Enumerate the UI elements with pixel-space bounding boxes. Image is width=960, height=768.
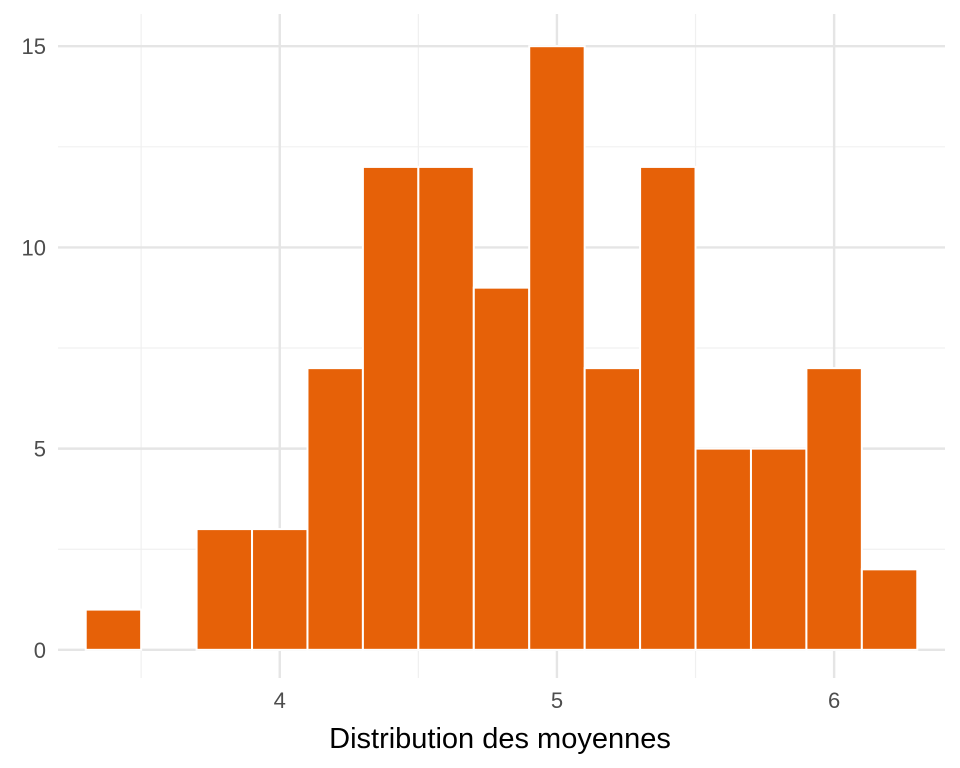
histogram-bars [84, 45, 919, 651]
y-tick-label-1: 5 [34, 437, 46, 462]
histogram-bar-2 [195, 528, 254, 651]
histogram-bar-10 [639, 165, 697, 651]
y-tick-label-3: 15 [22, 34, 46, 59]
histogram-bar-0 [84, 608, 143, 651]
x-tick-label-1: 5 [551, 688, 563, 713]
y-tick-label-0: 0 [34, 638, 46, 663]
x-tick-labels: 4 5 6 [274, 688, 841, 713]
x-tick-label-2: 6 [828, 688, 840, 713]
histogram-bar-4 [306, 367, 364, 651]
histogram-bar-3 [251, 528, 309, 651]
x-axis-title: Distribution des moyennes [329, 723, 671, 755]
histogram-bar-14 [860, 568, 919, 651]
histogram-bar-6 [417, 165, 475, 651]
x-tick-label-0: 4 [274, 688, 286, 713]
histogram-bar-13 [805, 367, 863, 651]
y-tick-labels: 0 5 10 15 [22, 34, 46, 663]
y-tick-label-2: 10 [22, 235, 46, 260]
histogram-bar-5 [361, 165, 420, 651]
histogram-bar-8 [528, 45, 586, 651]
histogram-bar-9 [583, 367, 642, 651]
histogram-bar-11 [694, 447, 752, 651]
histogram-bar-12 [749, 447, 808, 651]
histogram-bar-7 [472, 286, 531, 651]
